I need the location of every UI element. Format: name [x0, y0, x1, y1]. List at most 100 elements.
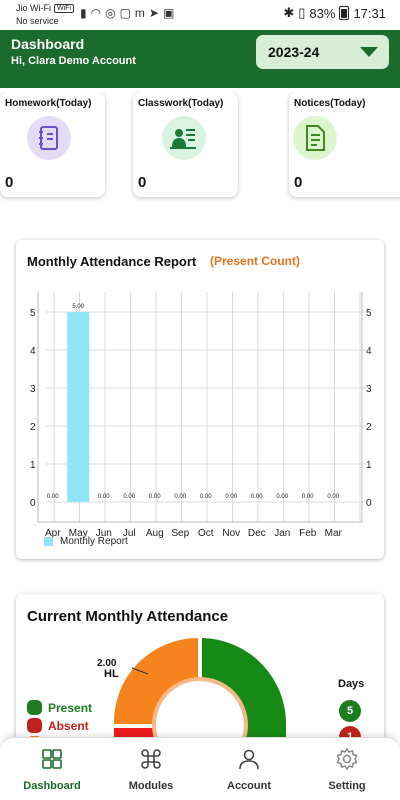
present-days-badge: 5: [339, 700, 361, 722]
card-title: Classwork(Today): [138, 98, 224, 109]
greeting: Hi, Clara Demo Account: [11, 55, 136, 67]
data-label-may: 5.00: [72, 304, 84, 310]
page-title: Dashboard: [11, 36, 85, 52]
legend-absent: Absent: [27, 718, 89, 733]
notices-count: 0: [294, 174, 303, 191]
y-tick-label-left: 5: [30, 308, 36, 319]
y-tick-label-right: 0: [366, 498, 372, 509]
data-label-apr: 0.00: [47, 494, 59, 500]
clock: 17:31: [353, 5, 386, 21]
x-tick-label-jul: Jul: [123, 528, 136, 539]
card-title: Notices(Today): [294, 98, 366, 109]
service-status: No service: [16, 16, 59, 26]
nav-modules[interactable]: Modules: [101, 738, 201, 800]
academic-year-select[interactable]: 2023-24: [256, 35, 389, 69]
y-tick-label-left: 3: [30, 384, 36, 395]
notice-document-icon: [293, 116, 337, 160]
carrier-label: Jio Wi-Fi WiFi: [16, 3, 74, 13]
nav-account[interactable]: Account: [199, 738, 299, 800]
x-tick-label-sep: Sep: [171, 528, 189, 539]
status-right: ✱ ▯ 83% 17:31: [283, 5, 386, 21]
present-swatch: [27, 700, 42, 715]
x-tick-label-may: May: [69, 528, 88, 539]
y-tick-label-left: 4: [30, 346, 36, 357]
summary-cards: Homework(Today) 0 Classwork(Today) 0 Not…: [0, 92, 400, 202]
signal-icon: ▮: [80, 6, 91, 20]
wifi-calling-badge: WiFi: [54, 4, 74, 13]
data-label-feb: 0.00: [302, 494, 314, 500]
bluetooth-icon: ✱: [283, 5, 295, 20]
chevron-down-icon: [360, 47, 378, 57]
classwork-count: 0: [138, 174, 147, 191]
donut-slice-present-inner: [202, 638, 287, 724]
data-label-nov: 0.00: [225, 494, 237, 500]
classwork-card[interactable]: Classwork(Today) 0: [133, 92, 238, 197]
nav-account-label: Account: [227, 780, 271, 792]
nav-modules-label: Modules: [128, 780, 174, 792]
user-icon: [239, 749, 259, 770]
x-tick-label-nov: Nov: [222, 528, 240, 539]
absent-swatch: [27, 718, 42, 733]
days-header: Days: [338, 678, 365, 690]
chart-subtitle: (Present Count): [210, 254, 300, 268]
y-tick-label-right: 2: [366, 422, 372, 433]
homework-card[interactable]: Homework(Today) 0: [0, 92, 105, 197]
absent-label: Absent: [48, 718, 89, 733]
bottom-navigation: Dashboard Modules Account Setting: [0, 737, 400, 800]
telegram-icon: ➤: [148, 6, 163, 20]
nav-setting-label: Setting: [328, 780, 366, 792]
present-label: Present: [48, 700, 93, 715]
homework-count: 0: [5, 174, 14, 191]
battery-icon: [339, 6, 350, 20]
y-tick-label-right: 5: [366, 308, 372, 319]
instagram-icon: ▢: [119, 6, 135, 20]
x-tick-label-apr: Apr: [45, 528, 61, 539]
y-tick-label-left: 1: [30, 460, 36, 471]
monthly-attendance-card: Current Monthly Attendance 2.00 HL Prese…: [16, 594, 384, 754]
y-tick-label-right: 4: [366, 346, 372, 357]
notices-card[interactable]: Notices(Today) 0: [289, 92, 400, 197]
academic-year-value: 2023-24: [268, 44, 320, 60]
status-bar: Jio Wi-Fi WiFi No service ▮◠◎▢m➤▣ ✱ ▯ 83%…: [0, 0, 400, 30]
legend-label: Monthly Report: [60, 536, 128, 547]
attendance-report-card: Monthly Attendance Report (Present Count…: [16, 240, 384, 559]
nav-setting[interactable]: Setting: [297, 738, 397, 800]
y-tick-label-right: 3: [366, 384, 372, 395]
y-tick-label-right: 1: [366, 460, 372, 471]
monthly-attendance-title: Current Monthly Attendance: [27, 608, 229, 625]
hl-value-label: 2.00: [97, 658, 117, 669]
x-tick-label-jan: Jan: [274, 528, 290, 539]
app-header: Dashboard Hi, Clara Demo Account 2023-24: [0, 30, 400, 88]
donut-slice-hl: [113, 638, 198, 724]
y-tick-label-left: 0: [30, 498, 36, 509]
app-icon: ▣: [162, 6, 179, 20]
whatsapp-icon: ◎: [105, 6, 120, 20]
bar-may: [67, 312, 90, 502]
gear-icon: [336, 747, 358, 771]
x-tick-label-mar: Mar: [325, 528, 343, 539]
x-tick-label-jun: Jun: [96, 528, 112, 539]
battery-percent: 83%: [309, 5, 336, 21]
data-label-mar: 0.00: [327, 494, 339, 500]
data-label-oct: 0.00: [200, 494, 212, 500]
notification-icons: ▮◠◎▢m➤▣: [80, 6, 178, 20]
data-label-dec: 0.00: [251, 494, 263, 500]
data-label-jun: 0.00: [98, 494, 110, 500]
x-tick-label-feb: Feb: [299, 528, 317, 539]
x-tick-label-aug: Aug: [146, 528, 164, 539]
mail-icon: m: [134, 6, 149, 20]
carrier-name: Jio Wi-Fi: [16, 3, 51, 13]
wifi-icon: ◠: [90, 6, 106, 20]
homework-book-icon: [27, 116, 71, 160]
data-label-jan: 0.00: [276, 494, 288, 500]
attendance-bar-chart: 0 0 1 1 2 2 3 3 4 4 5 5 0.00 Apr 5.00 May 0.00 Jun 0.00 Jul…: [30, 292, 372, 539]
legend-swatch: [44, 537, 53, 546]
data-label-aug: 0.00: [149, 494, 161, 500]
nav-dashboard[interactable]: Dashboard: [2, 738, 102, 800]
data-label-sep: 0.00: [174, 494, 186, 500]
attendance-donut-chart: [113, 638, 287, 754]
nav-dashboard-label: Dashboard: [23, 780, 81, 792]
vibrate-icon: ▯: [298, 5, 306, 20]
dashboard-grid-icon: [42, 749, 62, 769]
classwork-teacher-icon: [162, 116, 206, 160]
